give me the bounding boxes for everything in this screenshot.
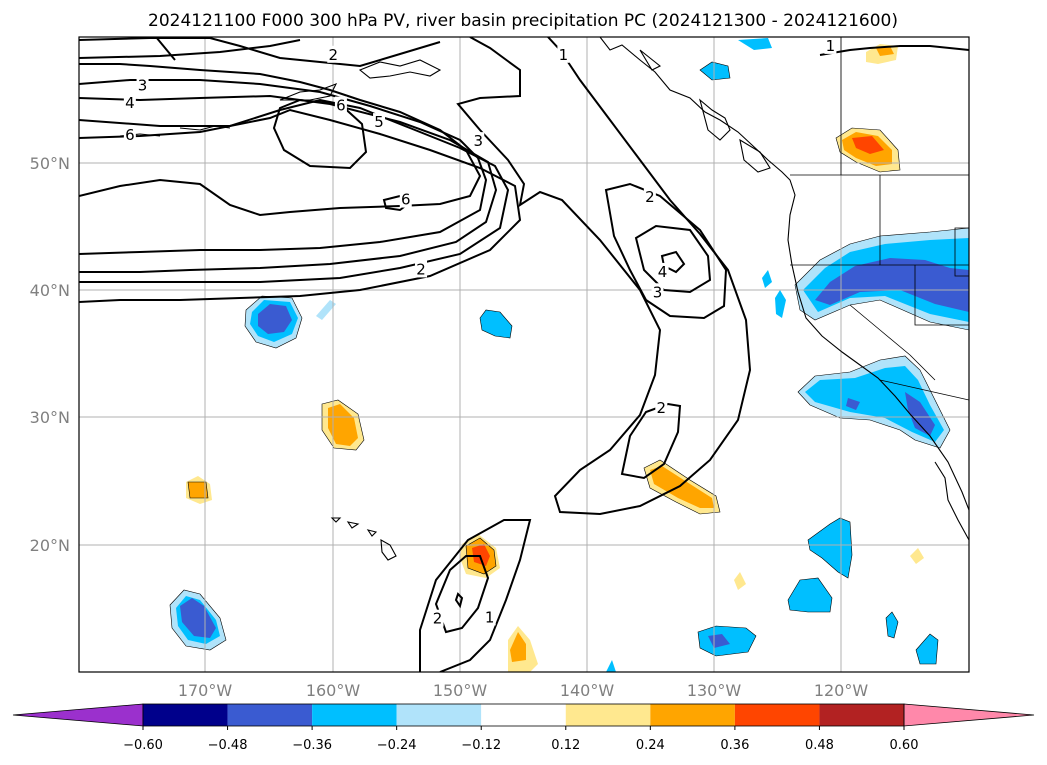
pv-contour-label: 2 [657, 399, 667, 417]
colorbar-cell [565, 704, 651, 726]
precip-positive-bc [835, 127, 901, 173]
contour-label-bg [557, 45, 570, 63]
pv-contour-label: 6 [336, 97, 346, 115]
colorbar-tick-label: −0.60 [123, 738, 163, 753]
contour-label-bg [399, 190, 412, 208]
lon-label-170w: 170°W [178, 681, 233, 700]
lon-label-150w: 150°W [433, 681, 488, 700]
contour-label-bg [643, 188, 656, 206]
map-frame [78, 36, 970, 673]
lat-label-20n: 20°N [30, 536, 70, 555]
pv-contour-label: 2 [645, 188, 655, 206]
colorbar-extend-low [12, 703, 144, 727]
lat-label-30n: 30°N [30, 408, 70, 427]
colorbar-tick-label: 0.12 [551, 738, 580, 753]
contour-label-bg [136, 76, 149, 94]
colorbar-tick-label: 0.60 [890, 738, 919, 753]
pv-contour-label: 5 [374, 113, 384, 131]
pv-contour-label: 3 [653, 283, 663, 301]
colorbar-tick-label: −0.36 [292, 738, 332, 753]
contour-label-bg [334, 96, 347, 114]
lon-label-130w: 130°W [687, 681, 742, 700]
colorbar-cell [819, 704, 904, 726]
contour-label-bg [824, 37, 837, 54]
figure-title: 2024121100 F000 300 hPa PV, river basin … [148, 11, 898, 31]
lat-label-40n: 40°N [30, 281, 70, 300]
precip-negative-125w-16n [787, 577, 833, 613]
pv-contour-label: 1 [559, 46, 569, 64]
precip-negative-small-a [316, 300, 336, 320]
pv-contour-label: 2 [329, 46, 339, 64]
colorbar-cell [312, 704, 397, 726]
pv-contour-label: 1 [826, 37, 836, 55]
colorbar-tick-label: −0.48 [208, 738, 248, 753]
precip-negative-bottom [606, 660, 616, 672]
pv-contour-label: 4 [125, 94, 135, 112]
contour-label-bg [123, 94, 136, 112]
precip-negative-127w [775, 290, 786, 318]
precip-positive-115w [910, 548, 924, 564]
colorbar-cell [143, 704, 228, 726]
pv-contour-label: 1 [485, 608, 495, 626]
colorbar-cell [227, 704, 313, 726]
colorbar-cell [650, 704, 735, 726]
precip-negative-170w [169, 589, 227, 651]
pv-contours [79, 37, 969, 672]
precip-negative-alaska-a [699, 61, 731, 81]
pv-contour-label: 3 [473, 132, 483, 150]
precip-negative-socal [797, 355, 951, 449]
lon-label-140w: 140°W [560, 681, 615, 700]
colorbar-tick-label: −0.12 [461, 738, 501, 753]
latitude-labels: 50°N 40°N 30°N 20°N [30, 154, 70, 555]
contour-label-bg [123, 125, 136, 143]
lon-label-160w: 160°W [306, 681, 361, 700]
colorbar-cell [481, 704, 566, 726]
contour-label-bg [373, 113, 386, 131]
map-background [79, 37, 969, 672]
political-borders [790, 37, 969, 401]
precip-negative-165w [244, 295, 303, 349]
pv-contour-label: 4 [658, 263, 668, 281]
colorbar-tick-label: 0.48 [805, 738, 834, 753]
lat-label-50n: 50°N [30, 154, 70, 173]
colorbar-tick-label: 0.36 [720, 738, 749, 753]
pv-contour-label: 6 [401, 191, 411, 209]
precip-positive-129w [734, 572, 746, 590]
contour-label-bg [483, 608, 496, 626]
precip-negative-117w [885, 611, 899, 639]
pv-contour-label: 2 [433, 610, 443, 628]
colorbar-cell [396, 704, 482, 726]
contour-label-bg [415, 260, 428, 278]
pv-contour-label: 3 [138, 76, 148, 94]
colorbar-tick-label: 0.24 [636, 738, 665, 753]
pv-contour-label: 6 [125, 126, 135, 144]
colorbar-frame [142, 703, 905, 727]
precip-negative-113w [915, 633, 939, 665]
contour-label-bg [327, 45, 340, 63]
contour-label-bg [472, 132, 485, 150]
contour-label-bg [655, 398, 668, 416]
colorbar: −0.60 −0.48 −0.36 −0.24 −0.12 0.12 0.24 0.36 0.4… [12, 703, 1035, 753]
longitude-labels: 170°W 160°W 150°W 140°W 130°W 120°W [178, 681, 869, 700]
pv-contour-label: 2 [416, 260, 426, 278]
precip-anomaly-shading [169, 38, 969, 672]
contour-label-bg [656, 262, 669, 280]
colorbar-extend-high [903, 703, 1035, 727]
contour-label-bg [431, 609, 444, 627]
precip-negative-sierra [794, 227, 969, 331]
lon-label-120w: 120°W [814, 681, 869, 700]
colorbar-tick-label: −0.24 [377, 738, 417, 753]
precip-negative-150w [479, 309, 513, 339]
colorbar-cell [734, 704, 820, 726]
contour-label-bg [651, 283, 664, 301]
precip-negative-alaska-b [738, 38, 772, 50]
precip-negative-128w [762, 270, 772, 288]
